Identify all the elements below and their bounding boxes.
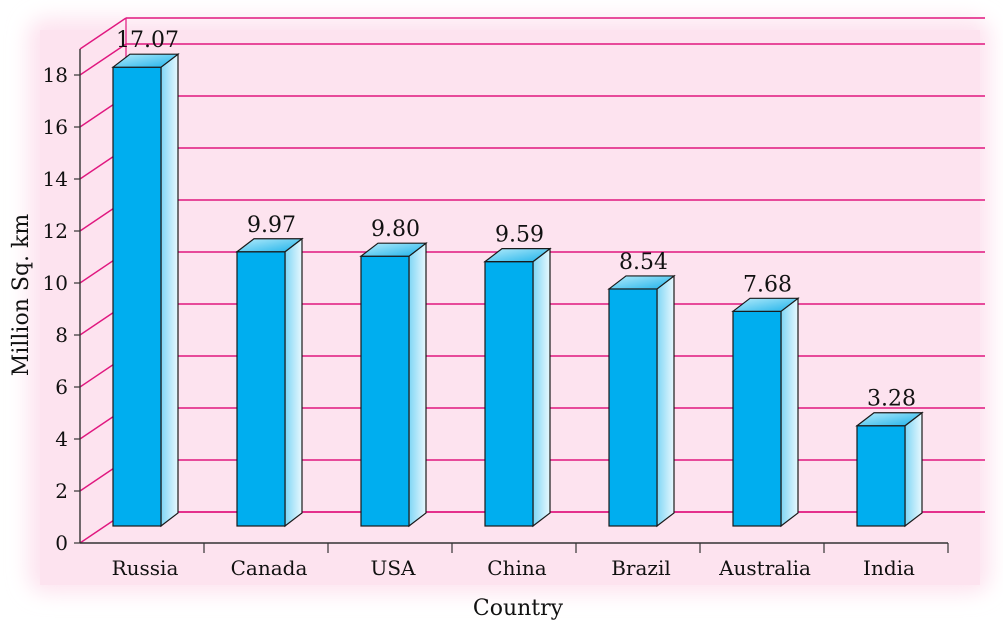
bar-value-label: 9.59	[495, 223, 544, 248]
bar-front	[360, 255, 410, 527]
bar	[855, 411, 924, 528]
bar-side	[780, 297, 799, 528]
bar-value-label: 17.07	[116, 28, 179, 53]
bar	[235, 237, 304, 528]
y-tick-label: 8	[55, 323, 68, 347]
bar-front	[112, 66, 162, 527]
bar-front	[236, 251, 286, 527]
bar-top	[235, 238, 304, 253]
y-tick-label: 10	[43, 271, 68, 295]
bar	[731, 297, 800, 528]
bar-top	[483, 248, 552, 263]
y-tick-label: 16	[43, 115, 68, 139]
y-tick-label: 6	[55, 375, 68, 399]
bar-value-label: 9.80	[371, 217, 420, 242]
bar-side	[408, 241, 427, 528]
x-tick-label: USA	[371, 556, 417, 580]
bar-side	[160, 52, 179, 528]
x-tick-label: China	[487, 556, 546, 580]
bar-side	[904, 411, 923, 528]
x-tick-label: Russia	[112, 556, 179, 580]
x-tick-label: Canada	[231, 556, 308, 580]
x-tick-label: Australia	[718, 556, 811, 580]
bar-front	[732, 310, 782, 527]
x-tick-label: Brazil	[611, 556, 671, 580]
bar	[483, 247, 552, 528]
y-tick-label: 14	[43, 167, 68, 191]
x-axis-title: Country	[473, 596, 564, 620]
bar-front	[608, 288, 658, 527]
bar-top	[607, 275, 676, 290]
bar-side	[284, 237, 303, 528]
bar-side	[532, 247, 551, 528]
bar-front	[484, 261, 534, 527]
y-tick-label: 2	[55, 479, 68, 503]
bar-value-label: 7.68	[743, 272, 792, 297]
grid-diagonal	[79, 43, 127, 76]
bar-side	[656, 274, 675, 528]
bar-front	[856, 425, 906, 527]
bar	[607, 274, 676, 528]
bar-value-label: 3.28	[867, 387, 916, 412]
x-tick-label: India	[863, 556, 915, 580]
y-tick-label: 18	[43, 63, 68, 87]
bar-top	[111, 53, 180, 68]
grid-diagonal	[79, 17, 127, 50]
bar-value-label: 8.54	[619, 250, 668, 275]
bar-top	[359, 242, 428, 257]
bar-top	[731, 297, 800, 312]
y-tick-label: 12	[43, 219, 68, 243]
y-axis-title: Million Sq. km	[9, 214, 34, 377]
bar-top	[855, 412, 924, 427]
y-tick-label: 4	[55, 427, 68, 451]
y-tick-label: 0	[55, 531, 68, 555]
bar	[111, 52, 180, 528]
bar-value-label: 9.97	[247, 213, 296, 238]
bar	[359, 241, 428, 528]
